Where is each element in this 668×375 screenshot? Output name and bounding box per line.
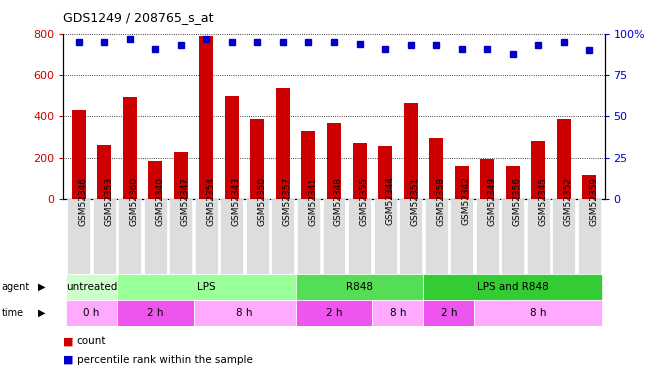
Text: R848: R848 [346,282,373,292]
Bar [378,146,392,199]
Bar [66,300,117,326]
Bar [225,96,239,199]
Text: GSM52356: GSM52356 [512,177,522,226]
Bar [118,199,142,274]
Bar [170,199,192,274]
Bar [476,199,498,274]
Bar [373,199,397,274]
Bar [348,199,371,274]
Text: 2 h: 2 h [441,308,457,318]
Text: GSM52340: GSM52340 [156,177,164,225]
Text: count: count [77,336,106,346]
Text: LPS and R848: LPS and R848 [477,282,548,292]
Text: ▶: ▶ [38,308,45,318]
Bar [506,166,520,199]
Bar [474,300,602,326]
Text: GSM52341: GSM52341 [309,177,317,225]
Bar [301,131,315,199]
Bar [117,300,194,326]
Bar [353,143,367,199]
Text: GSM52355: GSM52355 [359,177,369,226]
Text: LPS: LPS [197,282,216,292]
Bar [425,199,448,274]
Text: GSM52348: GSM52348 [334,177,343,225]
Bar [123,97,137,199]
Text: ■: ■ [63,355,74,365]
Bar [399,199,422,274]
Bar [297,199,320,274]
Text: GSM52349: GSM52349 [487,177,496,225]
Bar [296,274,424,300]
Text: GSM52346: GSM52346 [79,177,88,225]
Bar [144,199,167,274]
Bar [480,159,494,199]
Text: GSM52342: GSM52342 [462,177,471,225]
Text: GSM52343: GSM52343 [232,177,241,225]
Bar [424,300,474,326]
Text: 2 h: 2 h [326,308,342,318]
Bar [552,199,575,274]
Bar [372,300,424,326]
Bar [195,199,218,274]
Bar [403,103,418,199]
Bar [117,274,296,300]
Bar [455,166,469,199]
Bar [67,199,90,274]
Bar [276,88,290,199]
Bar [429,138,443,199]
Bar [250,119,265,199]
Text: GSM52350: GSM52350 [257,177,267,226]
Bar [526,199,550,274]
Bar [93,199,116,274]
Bar [194,300,296,326]
Text: 0 h: 0 h [84,308,100,318]
Bar [296,300,372,326]
Bar [271,199,295,274]
Text: GSM52345: GSM52345 [538,177,547,225]
Text: GSM52360: GSM52360 [130,177,139,226]
Text: 8 h: 8 h [389,308,406,318]
Bar [582,175,597,199]
Bar [323,199,345,274]
Bar [450,199,473,274]
Bar [148,160,162,199]
Text: ■: ■ [63,336,74,346]
Bar [531,141,545,199]
Text: 2 h: 2 h [147,308,164,318]
Bar [327,123,341,199]
Bar [246,199,269,274]
Text: GSM52344: GSM52344 [385,177,394,225]
Text: percentile rank within the sample: percentile rank within the sample [77,355,253,365]
Text: agent: agent [1,282,29,292]
Text: ▶: ▶ [38,282,45,292]
Bar [220,199,243,274]
Bar [71,110,86,199]
Text: 8 h: 8 h [236,308,253,318]
Bar [578,199,601,274]
Bar [424,274,602,300]
Text: GSM52358: GSM52358 [436,177,445,226]
Text: GSM52353: GSM52353 [104,177,114,226]
Bar [98,145,112,199]
Bar [199,36,213,199]
Text: GSM52352: GSM52352 [564,177,572,225]
Bar [174,152,188,199]
Text: GSM52357: GSM52357 [283,177,292,226]
Text: GSM52359: GSM52359 [589,177,599,226]
Text: GSM52347: GSM52347 [181,177,190,225]
Text: untreated: untreated [66,282,117,292]
Bar [501,199,524,274]
Text: GSM52354: GSM52354 [206,177,215,225]
Text: GSM52351: GSM52351 [411,177,420,226]
Bar [66,274,117,300]
Bar [556,119,570,199]
Text: GDS1249 / 208765_s_at: GDS1249 / 208765_s_at [63,11,214,24]
Text: time: time [1,308,23,318]
Text: 8 h: 8 h [530,308,546,318]
